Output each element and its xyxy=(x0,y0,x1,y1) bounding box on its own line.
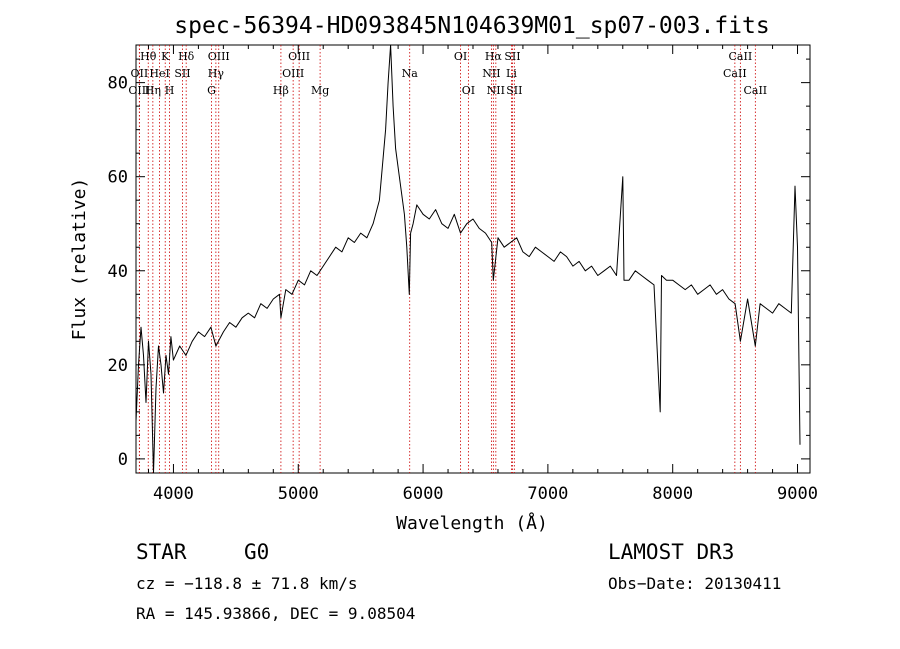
x-tick-label: 4000 xyxy=(153,484,194,504)
line-label-23: Li xyxy=(506,67,517,80)
line-label-0: OII xyxy=(131,67,149,80)
line-label-5: HeI xyxy=(149,67,169,80)
line-label-16: Na xyxy=(402,67,419,80)
line-label-14: OIII xyxy=(282,67,304,80)
object-subclass: G0 xyxy=(244,540,269,564)
line-label-25: CaII xyxy=(723,67,747,80)
spectrum-line xyxy=(135,44,801,474)
x-tick-label: 6000 xyxy=(403,484,444,504)
line-label-6: H xyxy=(165,84,175,97)
x-axis-ticks: 4000 5000 6000 7000 8000 9000 xyxy=(147,45,818,504)
line-label-19: Hα xyxy=(485,50,503,63)
redshift-text: cz = −118.8 ± 71.8 km/s xyxy=(136,574,358,593)
line-label-1: OIII xyxy=(128,84,150,97)
y-tick-label: 0 xyxy=(118,450,128,470)
line-label-10: Hγ xyxy=(208,67,225,80)
object-class: STAR xyxy=(136,540,187,564)
x-tick-label: 7000 xyxy=(527,484,568,504)
line-label-20: NII xyxy=(482,67,500,80)
x-tick-label: 9000 xyxy=(777,484,818,504)
line-label-17: OI xyxy=(454,50,467,63)
line-label-7: SII xyxy=(174,67,190,80)
y-tick-label: 20 xyxy=(108,356,128,376)
survey-name: LAMOST DR3 xyxy=(608,540,734,564)
x-tick-label: 5000 xyxy=(278,484,319,504)
spectral-line-markers xyxy=(138,45,756,473)
y-axis-ticks: 0 20 40 60 80 xyxy=(108,58,810,470)
line-label-26: CaII xyxy=(729,50,753,63)
line-label-22: SII xyxy=(504,50,520,63)
line-label-21: NII xyxy=(487,84,505,97)
y-tick-label: 40 xyxy=(108,262,128,282)
line-label-15: Mg xyxy=(311,84,329,97)
line-label-9: OIII xyxy=(208,50,230,63)
y-tick-label: 80 xyxy=(108,74,128,94)
line-label-12: Hβ xyxy=(273,84,289,97)
line-label-3: Hη xyxy=(145,84,161,97)
line-label-2: Hθ xyxy=(140,50,157,63)
line-label-18: OI xyxy=(462,84,475,97)
chart-title: spec-56394-HD093845N104639M01_sp07-003.f… xyxy=(174,13,769,39)
line-label-4: K xyxy=(161,50,170,63)
line-label-24: SII xyxy=(506,84,522,97)
line-label-8: Hδ xyxy=(178,50,195,63)
coordinates-text: RA = 145.93866, DEC = 9.08504 xyxy=(136,604,415,623)
plot-frame xyxy=(135,44,811,474)
y-tick-label: 60 xyxy=(108,168,128,188)
y-axis-label: Flux (relative) xyxy=(69,178,90,341)
line-label-11: G xyxy=(207,84,216,97)
x-tick-label: 8000 xyxy=(652,484,693,504)
obs-date-text: Obs−Date: 20130411 xyxy=(608,574,781,593)
spectrum-series xyxy=(135,44,801,474)
line-label-27: CaII xyxy=(743,84,767,97)
line-label-13: OIII xyxy=(288,50,310,63)
x-axis-label: Wavelength (Å) xyxy=(396,512,548,534)
spectral-line-labels: OII OIII Hθ Hη K HeI H SII Hδ OIII Hγ G Hβ OIII OIII Mg… xyxy=(128,50,767,97)
